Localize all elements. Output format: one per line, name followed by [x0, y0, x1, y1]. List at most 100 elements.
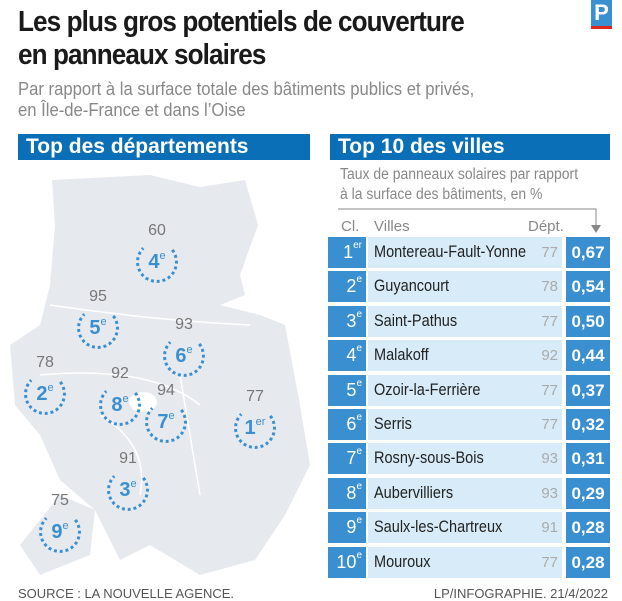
city-cell: Saulx-les-Chartreux 91: [368, 512, 562, 544]
table-row: 6e Serris 77 0,32: [328, 409, 610, 440]
city-name: Saint-Pathus: [374, 311, 458, 330]
value-cell: 0,50: [566, 305, 610, 337]
title-line-1: Les plus gros potentiels de couverture: [18, 6, 465, 38]
dept-rank-suffix: e: [186, 344, 193, 356]
dept-rank: 6: [175, 345, 187, 367]
rank-cell: 10e: [328, 546, 366, 578]
rank-cell: 2e: [328, 271, 366, 303]
dept-code: 77: [541, 312, 558, 330]
value-cell: 0,32: [566, 409, 610, 440]
rank-suffix: e: [356, 515, 362, 527]
dept-rank-suffix: e: [159, 250, 166, 262]
rank: 3: [346, 310, 357, 331]
map-borders: [39, 304, 251, 496]
city-name: Ozoir-la-Ferrière: [374, 380, 481, 399]
dept-rank: 9: [51, 521, 63, 543]
credit: LP/INFOGRAPHIE. 21/4/2022: [433, 586, 608, 601]
city-cell: Malakoff 92: [368, 340, 562, 372]
table-row: 5e Ozoir-la-Ferrière 77 0,37: [328, 374, 610, 406]
table-row: 9e Saulx-les-Chartreux 91 0,28: [328, 512, 610, 544]
table-row: 8e Aubervilliers 93 0,29: [328, 477, 610, 509]
dept-rank: 5: [89, 317, 101, 339]
rank-cell: 3e: [328, 305, 366, 337]
rank: 7: [346, 448, 357, 469]
dept-code: 92: [541, 347, 558, 365]
dept-label: 95: [89, 288, 107, 305]
dept-rank-suffix: er: [255, 416, 266, 428]
dept-rank-suffix: e: [47, 382, 54, 394]
rank: 5: [346, 379, 357, 400]
note-line-2: à la surface des bâtiments, en %: [340, 186, 543, 203]
city-cell: Rosny-sous-Bois 93: [368, 443, 562, 475]
dept-label: 91: [119, 450, 137, 467]
dept-label: 92: [111, 365, 129, 382]
rank: 9: [346, 517, 357, 538]
dept-label: 94: [157, 382, 175, 399]
rank: 10: [336, 551, 357, 572]
dept-label: 60: [148, 222, 166, 239]
laurel-wreath-icon: 4e: [136, 241, 178, 283]
city-cell: Aubervilliers 93: [368, 477, 562, 509]
rank-cell: 5e: [328, 374, 366, 406]
value-cell: 0,44: [566, 340, 610, 372]
rank-cell: 9e: [328, 512, 366, 544]
rank-suffix: e: [356, 549, 362, 561]
city-cell: Mouroux 77: [368, 546, 562, 578]
dept-code: 78: [541, 278, 558, 296]
table-row: 3e Saint-Pathus 77 0,50: [328, 305, 610, 337]
col-dept-header: Dépt.: [528, 218, 564, 235]
city-name: Guyancourt: [374, 277, 450, 296]
city-name: Malakoff: [374, 346, 429, 365]
departements-heading: Top des départements: [18, 134, 310, 160]
value-cell: 0,67: [566, 237, 610, 268]
table-row: 4e Malakoff 92 0,44: [328, 340, 610, 372]
city-cell: Serris 77: [368, 409, 562, 440]
rank-cell: 6e: [328, 409, 366, 440]
dept-rank-suffix: e: [62, 520, 69, 532]
table-row: 10e Mouroux 77 0,28: [328, 546, 610, 578]
rank: 4: [346, 345, 357, 366]
rank-suffix: e: [356, 274, 362, 286]
dept-code: 93: [541, 450, 558, 468]
dept-rank: 3: [119, 479, 131, 501]
city-name: Rosny-sous-Bois: [374, 449, 484, 468]
laurel-wreath-icon: 6e: [163, 335, 205, 377]
value-cell: 0,54: [566, 271, 610, 303]
dept-code: 77: [541, 553, 558, 571]
dept-code: 77: [541, 416, 558, 433]
rank-cell: 7e: [328, 443, 366, 475]
dept-rank: 8: [111, 394, 123, 416]
title-line-2: en panneaux solaires: [18, 39, 266, 71]
city-name: Saulx-les-Chartreux: [374, 518, 503, 537]
dept-label: 77: [246, 388, 264, 405]
rank-suffix: e: [356, 412, 362, 423]
subtitle-line-2: en Île-de-France et dans l’Oise: [18, 99, 246, 120]
laurel-wreath-icon: 9e: [39, 511, 81, 553]
col-city-header: Villes: [374, 218, 410, 235]
city-cell: Guyancourt 78: [368, 271, 562, 303]
villes-heading: Top 10 des villes: [330, 134, 610, 160]
rank-suffix: e: [356, 377, 362, 389]
map-region-idf-oise: [10, 175, 310, 575]
dept-code: 77: [541, 381, 558, 399]
city-name: Mouroux: [374, 552, 431, 571]
dept-label: 78: [36, 354, 54, 371]
rank-cell: 1er: [328, 237, 366, 268]
dept-rank: 4: [148, 251, 160, 273]
rank-suffix: e: [356, 480, 362, 492]
value-cell: 0,29: [566, 477, 610, 509]
city-name: Aubervilliers: [374, 483, 454, 502]
city-cell: Saint-Pathus 77: [368, 305, 562, 337]
value-cell: 0,37: [566, 374, 610, 406]
dept-code: 91: [541, 519, 558, 537]
laurel-wreath-icon: 8e: [99, 384, 141, 426]
dept-rank-suffix: e: [122, 393, 129, 405]
value-cell: 0,28: [566, 512, 610, 544]
table-row: 1er Montereau-Fault-Yonne 77 0,67: [328, 237, 610, 268]
laurel-wreath-icon: 2e: [24, 373, 66, 415]
col-rank-header: Cl.: [341, 218, 360, 235]
dept-label: 75: [51, 492, 69, 509]
rank-suffix: e: [356, 308, 362, 320]
value-cell: 0,31: [566, 443, 610, 475]
rank: 6: [346, 414, 357, 434]
